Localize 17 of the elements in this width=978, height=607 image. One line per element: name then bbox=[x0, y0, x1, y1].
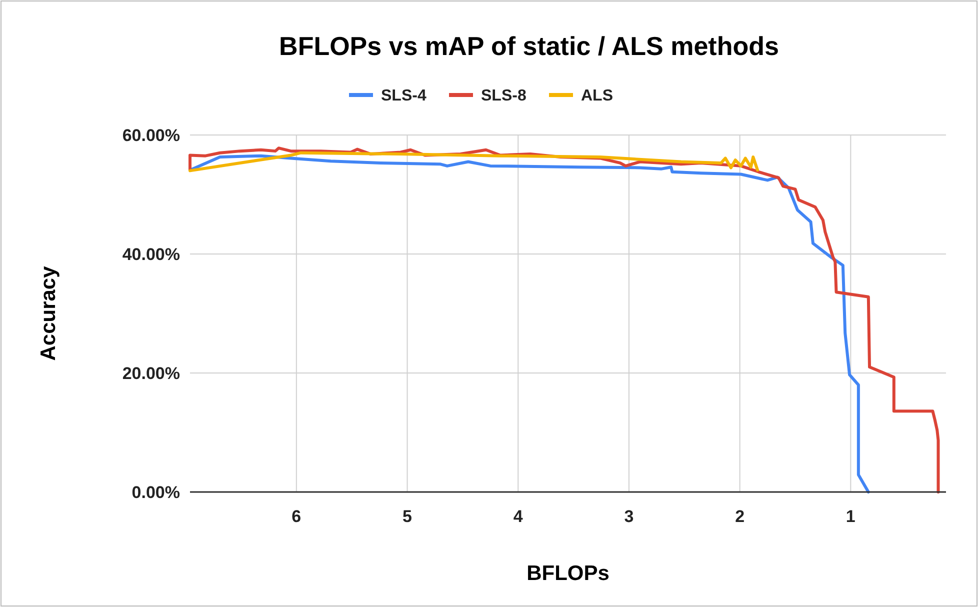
y-tick-label: 0.00% bbox=[132, 482, 180, 502]
x-axis-title: BFLOPs bbox=[526, 562, 610, 585]
chart-title: BFLOPs vs mAP of static / ALS methods bbox=[279, 31, 779, 61]
legend-label: ALS bbox=[581, 88, 614, 105]
x-tick-label: 4 bbox=[513, 507, 524, 526]
y-tick-label: 20.00% bbox=[122, 364, 180, 383]
line-series bbox=[188, 151, 760, 172]
y-tick-label: 40.00% bbox=[122, 244, 180, 264]
legend-label: SLS-8 bbox=[481, 88, 526, 105]
y-axis-title: Accuracy bbox=[37, 266, 60, 361]
x-tick-label: 2 bbox=[735, 507, 745, 526]
legend-label: SLS-4 bbox=[381, 88, 426, 105]
x-tick-label: 6 bbox=[292, 507, 302, 526]
x-tick-label: 5 bbox=[402, 507, 412, 526]
x-tick-label: 3 bbox=[624, 507, 634, 526]
x-tick-label: 1 bbox=[846, 507, 856, 526]
y-tick-label: 60.00% bbox=[122, 126, 180, 145]
